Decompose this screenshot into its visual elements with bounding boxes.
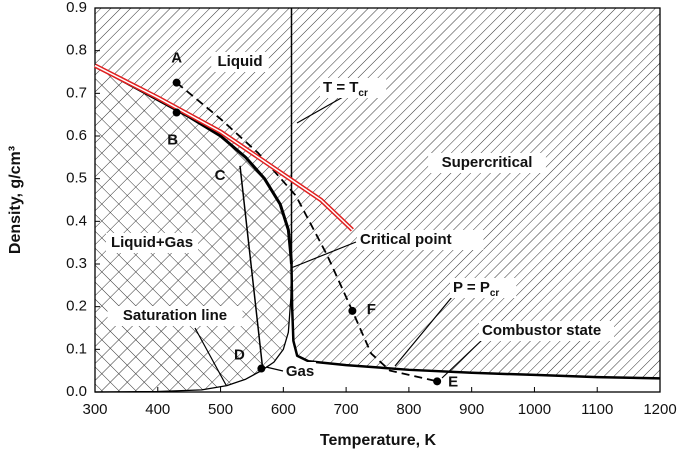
annotation: Combustor state: [482, 322, 601, 339]
y-tick-label: 0.3: [66, 255, 87, 272]
annotation: Gas: [286, 363, 314, 380]
x-tick-label: 900: [459, 401, 484, 418]
label-background: [106, 233, 198, 253]
label-background: [284, 362, 316, 382]
annotation-text: T = T: [323, 79, 358, 96]
leader-line: [194, 327, 227, 386]
y-tick-label: 0.4: [66, 212, 87, 229]
annotation-text: Critical point: [360, 231, 452, 248]
annotation-subscript: cr: [358, 88, 368, 99]
x-tick-label: 1000: [518, 401, 551, 418]
x-tick-label: 400: [145, 401, 170, 418]
y-tick-label: 0.6: [66, 127, 87, 144]
y-tick-label: 0.0: [66, 383, 87, 400]
label-background: [211, 52, 269, 72]
leader-line: [296, 96, 344, 124]
curve: [290, 263, 661, 380]
point-label: E: [448, 373, 458, 390]
y-tick-label: 0.9: [66, 0, 87, 16]
label-background: [107, 306, 243, 326]
x-tick-label: 500: [208, 401, 233, 418]
leader-line: [441, 339, 483, 379]
annotation: T = Tcr: [323, 79, 368, 99]
point-label: F: [367, 301, 376, 318]
curve: [176, 81, 438, 383]
annotation: Critical point: [360, 231, 452, 248]
annotation-text: Saturation line: [123, 307, 227, 324]
x-tick-label: 1200: [643, 401, 676, 418]
annotation-text: Liquid+Gas: [111, 234, 193, 251]
x-tick-label: 700: [334, 401, 359, 418]
annotation-text: P = P: [453, 279, 490, 296]
annotation: P = Pcr: [453, 279, 499, 299]
curve: [239, 165, 264, 369]
x-tick-label: 300: [82, 401, 107, 418]
state-point: [348, 306, 357, 315]
state-point: [257, 364, 266, 373]
annotation-text: Combustor state: [482, 322, 601, 339]
annotation-text: Supercritical: [442, 154, 533, 171]
label-background: [450, 278, 517, 298]
point-label: B: [167, 132, 178, 149]
annotation: Liquid: [218, 53, 263, 70]
label-background: [479, 321, 614, 341]
y-axis-title: Density, g/cm³: [7, 146, 24, 254]
y-tick-label: 0.2: [66, 298, 87, 315]
annotation: Saturation line: [123, 307, 227, 324]
x-tick-label: 1100: [581, 401, 613, 418]
x-tick-label: 600: [271, 401, 296, 418]
point-label: A: [171, 50, 182, 67]
annotation-subscript: cr: [490, 288, 500, 299]
x-axis-title: Temperature, K: [320, 432, 437, 449]
leader-line: [394, 296, 453, 367]
point-label: C: [215, 167, 226, 184]
plot-frame: [94, 7, 661, 393]
label-background: [320, 78, 387, 98]
y-tick-label: 0.1: [66, 340, 87, 357]
leader-line: [265, 366, 284, 372]
annotation-text: Gas: [286, 363, 314, 380]
curve-inner: [94, 64, 353, 231]
supercritical-region: [291, 8, 660, 379]
state-point: [172, 78, 181, 87]
leader-line: [290, 241, 357, 269]
annotation: Liquid+Gas: [111, 234, 193, 251]
annotation-text: Liquid: [218, 53, 263, 70]
state-point: [433, 377, 442, 386]
y-tick-label: 0.7: [66, 84, 87, 101]
y-tick-label: 0.8: [66, 42, 87, 59]
y-tick-label: 0.5: [66, 170, 87, 187]
point-label: D: [234, 347, 245, 364]
state-point: [172, 108, 181, 117]
annotation: Supercritical: [442, 154, 533, 171]
x-tick-label: 800: [396, 401, 421, 418]
label-background: [428, 153, 546, 173]
label-background: [357, 230, 484, 250]
